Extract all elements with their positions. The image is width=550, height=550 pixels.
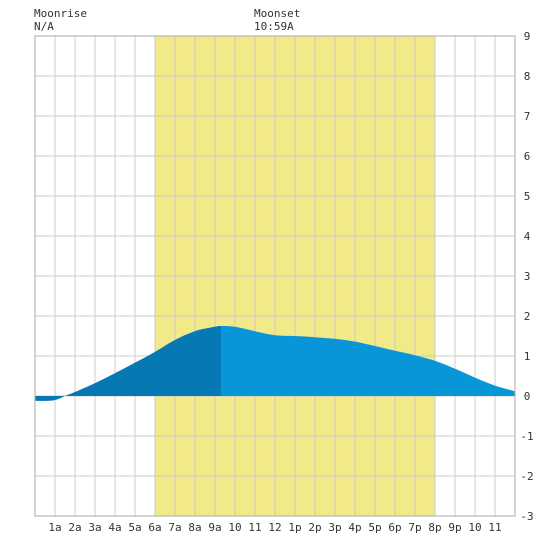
x-tick-label: 8p <box>428 521 441 534</box>
x-tick-label: 9p <box>448 521 461 534</box>
y-axis-ticks: 9 8 7 6 5 4 3 2 1 0 -1 -2 -3 <box>520 30 533 523</box>
x-tick-label: 1p <box>288 521 301 534</box>
plot-border <box>34 35 516 517</box>
x-tick-label: 3a <box>88 521 101 534</box>
x-tick-label: 2a <box>68 521 81 534</box>
x-tick-label: 7p <box>408 521 421 534</box>
x-tick-label: 6a <box>148 521 161 534</box>
moonset-label: Moonset <box>254 7 301 20</box>
x-tick-label: 11 <box>248 521 261 534</box>
moonset-time: 10:59A <box>254 20 294 33</box>
x-tick-label: 11 <box>488 521 501 534</box>
x-tick-label: 4p <box>348 521 361 534</box>
y-tick-label: -3 <box>520 510 533 523</box>
y-tick-label: 1 <box>524 350 531 363</box>
y-tick-label: 6 <box>524 150 531 163</box>
tide-area-moon-up <box>35 326 221 401</box>
x-tick-label: 9a <box>208 521 221 534</box>
y-tick-label: -2 <box>520 470 533 483</box>
x-axis-ticks: 1a 2a 3a 4a 5a 6a 7a 8a 9a 10 11 12 1p 2p 3p 4p 5p 6p 7p 8p… <box>48 521 501 534</box>
x-tick-label: 10 <box>228 521 241 534</box>
x-tick-label: 8a <box>188 521 201 534</box>
y-tick-label: 4 <box>524 230 531 243</box>
x-tick-label: 10 <box>468 521 481 534</box>
x-tick-label: 6p <box>388 521 401 534</box>
y-tick-label: 2 <box>524 310 531 323</box>
x-tick-label: 7a <box>168 521 181 534</box>
y-tick-label: 0 <box>524 390 531 403</box>
x-tick-label: 12 <box>268 521 281 534</box>
x-tick-label: 1a <box>48 521 61 534</box>
x-tick-label: 3p <box>328 521 341 534</box>
x-tick-label: 2p <box>308 521 321 534</box>
y-tick-label: 3 <box>524 270 531 283</box>
y-tick-label: 9 <box>524 30 531 43</box>
y-tick-label: 8 <box>524 70 531 83</box>
x-tick-label: 5p <box>368 521 381 534</box>
y-tick-label: 7 <box>524 110 531 123</box>
y-tick-label: -1 <box>520 430 533 443</box>
x-tick-label: 5a <box>128 521 141 534</box>
x-tick-label: 4a <box>108 521 121 534</box>
moonrise-label: Moonrise <box>34 7 87 20</box>
y-tick-label: 5 <box>524 190 531 203</box>
moonrise-time: N/A <box>34 20 54 33</box>
